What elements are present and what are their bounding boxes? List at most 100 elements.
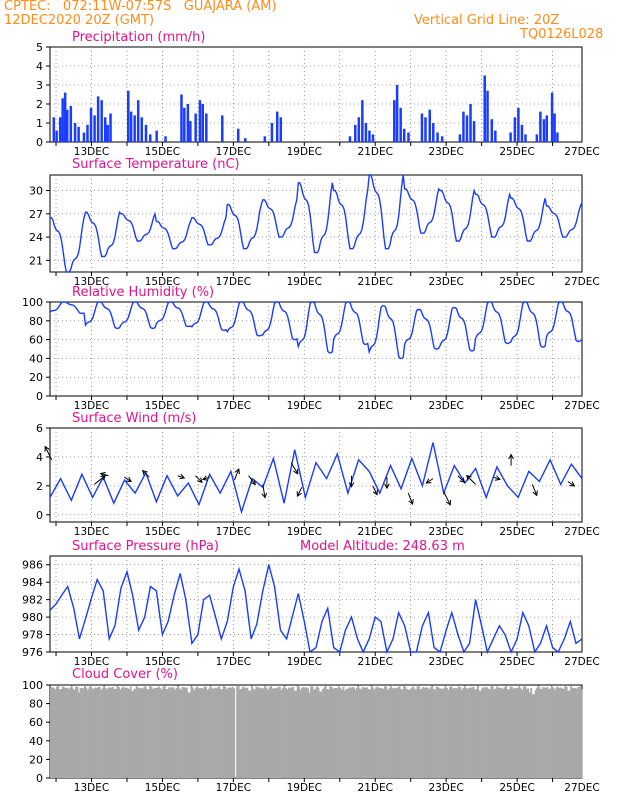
cloud-bar	[58, 689, 61, 778]
x-tick-label: 17DEC	[216, 782, 251, 794]
x-tick-label: 13DEC	[74, 146, 109, 158]
cloud-bar	[474, 689, 476, 778]
cloud-bar	[60, 688, 63, 778]
cloud-bar	[55, 686, 58, 778]
cloud-bar	[54, 689, 57, 778]
x-tick-label: 19DEC	[287, 400, 322, 412]
x-tick-label: 23DEC	[428, 526, 463, 538]
cloud-bar	[144, 686, 147, 778]
x-tick-label: 19DEC	[287, 656, 322, 668]
x-tick-label: 25DEC	[499, 400, 534, 412]
cloud-bar	[426, 687, 429, 778]
cloud-bar	[188, 692, 191, 778]
cloud-bar	[250, 685, 253, 778]
cloud-bar	[477, 685, 479, 778]
cloud-bar	[196, 686, 199, 778]
cloud-bar	[129, 686, 132, 778]
cloud-bar	[193, 690, 196, 778]
cloud-bar	[50, 687, 52, 778]
cloud-bar	[382, 688, 385, 778]
cloud-bar	[502, 689, 505, 778]
y-tick-label: 20	[29, 371, 43, 384]
panel-title: Precipitation (mm/h)	[72, 30, 205, 45]
panel-frame	[49, 46, 583, 143]
cloud-bar	[355, 687, 358, 778]
cloud-bar	[409, 689, 411, 778]
cloud-bar	[441, 688, 444, 778]
cloud-bar	[113, 688, 116, 778]
cloud-bar	[549, 688, 552, 778]
cloud-bar	[216, 687, 219, 778]
wind-arrow-head	[100, 474, 107, 481]
cloud-bar	[131, 691, 134, 778]
x-tick-label: 17DEC	[216, 146, 251, 158]
wind-arrow-head	[179, 473, 186, 480]
cloud-bar	[154, 687, 157, 778]
cloud-bar	[265, 687, 268, 778]
cloud-bar	[261, 688, 264, 778]
cloud-bar	[336, 687, 339, 778]
series-line	[50, 174, 583, 273]
cloud-bar	[326, 689, 329, 778]
precip-bar	[535, 134, 539, 142]
precip-bar	[69, 105, 73, 142]
panel-5	[46, 555, 583, 656]
cloud-bar	[64, 687, 67, 778]
cloud-bar	[506, 689, 509, 778]
cloud-bar	[397, 687, 400, 778]
cloud-bar	[296, 685, 299, 778]
precip-bar	[189, 121, 192, 142]
precip-bar	[205, 113, 208, 142]
cloud-bar	[548, 689, 550, 778]
cloud-bar	[530, 687, 533, 778]
precip-bar	[186, 104, 190, 142]
cloud-bar	[370, 685, 373, 778]
cloud-bar	[304, 687, 307, 778]
cloud-bar	[187, 692, 190, 778]
cloud-bar	[324, 685, 327, 778]
x-tick-label: 25DEC	[499, 526, 534, 538]
y-tick-label: 24	[29, 231, 43, 244]
cloud-bar	[327, 689, 330, 778]
x-tick-label: 25DEC	[499, 276, 534, 288]
x-tick-label: 13DEC	[74, 276, 109, 288]
cloud-bar	[398, 686, 401, 778]
cloud-bar	[537, 685, 540, 778]
x-tick-label: 19DEC	[287, 526, 322, 538]
cloud-bar	[135, 686, 138, 778]
precip-bar	[354, 124, 357, 142]
cloud-bar	[311, 686, 314, 778]
header: CPTEC: 072:11W-07:57S GUAJARA (AM) 12DEC…	[0, 0, 618, 44]
cloud-bar	[252, 688, 255, 778]
cloud-bar	[160, 689, 163, 778]
y-tick-label: 100	[22, 296, 43, 309]
cloud-bar	[460, 690, 463, 778]
cloud-bar	[391, 687, 394, 778]
cloud-bar	[95, 688, 98, 778]
cloud-bar	[553, 689, 556, 778]
precip-bar	[82, 132, 86, 142]
cloud-bar	[559, 687, 562, 778]
cloud-bar	[449, 687, 451, 778]
x-tick-label: 13DEC	[74, 656, 109, 668]
wind-arrow	[202, 476, 210, 480]
cloud-bar	[194, 687, 197, 778]
panel-title: Cloud Cover (%)	[72, 667, 178, 682]
cloud-bar	[496, 686, 499, 778]
cloud-bar	[106, 689, 109, 778]
x-tick-label: 21DEC	[358, 526, 393, 538]
cloud-bar	[481, 687, 484, 778]
cloud-bar	[386, 689, 389, 778]
y-tick-label: 0	[36, 390, 43, 403]
cloud-bar	[480, 690, 482, 778]
cloud-bar	[579, 686, 581, 778]
precip-bar	[86, 124, 89, 142]
cloud-bar	[434, 689, 437, 778]
cloud-bar	[519, 688, 522, 778]
cloud-bar	[323, 687, 326, 778]
cloud-bar	[169, 687, 172, 778]
cloud-bar	[191, 687, 194, 778]
cloud-bar	[137, 687, 140, 778]
wind-arrow-head	[384, 483, 390, 490]
cloud-bar	[462, 687, 465, 778]
